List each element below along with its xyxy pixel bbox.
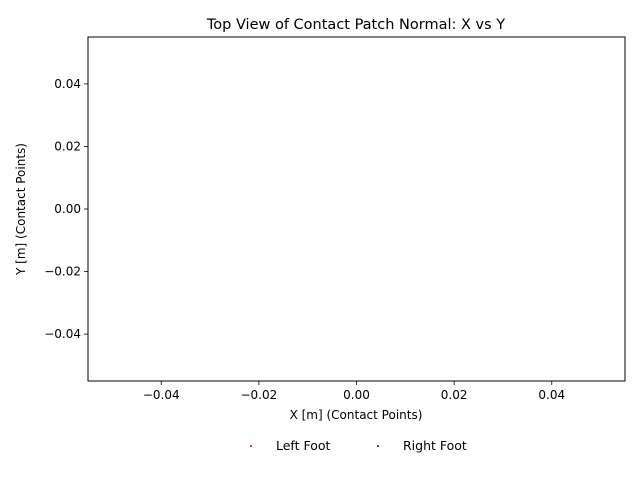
x-axis-ticks: −0.04 −0.02 0.00 0.02 0.04 [143,381,565,402]
x-tick-label: 0.02 [441,388,468,402]
legend: Left Foot Right Foot [250,438,467,453]
legend-label-left-foot: Left Foot [276,438,331,453]
y-tick-label: 0.04 [54,77,81,91]
x-tick-label: 0.00 [343,388,370,402]
chart-title: Top View of Contact Patch Normal: X vs Y [206,17,505,33]
legend-label-right-foot: Right Foot [403,438,467,453]
legend-marker-right-foot [377,445,379,447]
x-axis-label: X [m] (Contact Points) [290,408,423,422]
x-tick-label: −0.04 [143,388,180,402]
y-axis-label: Y [m] (Contact Points) [14,143,28,276]
legend-item-left-foot: Left Foot [250,438,331,453]
axes-frame [87,36,626,382]
legend-marker-left-foot [250,445,252,447]
legend-item-right-foot: Right Foot [377,438,467,453]
x-tick-label: 0.04 [538,388,565,402]
x-tick-label: −0.02 [240,388,277,402]
y-tick-label: 0.00 [54,202,81,216]
plot-area [87,36,626,382]
y-tick-label: −0.04 [44,327,81,341]
y-tick-label: −0.02 [44,265,81,279]
y-tick-label: 0.02 [54,139,81,153]
y-axis-ticks: −0.04 −0.02 0.00 0.02 0.04 [44,77,88,341]
